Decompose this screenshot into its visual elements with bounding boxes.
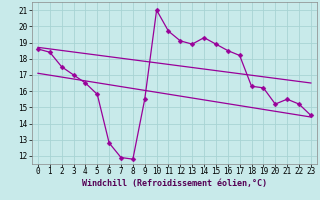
X-axis label: Windchill (Refroidissement éolien,°C): Windchill (Refroidissement éolien,°C) (82, 179, 267, 188)
